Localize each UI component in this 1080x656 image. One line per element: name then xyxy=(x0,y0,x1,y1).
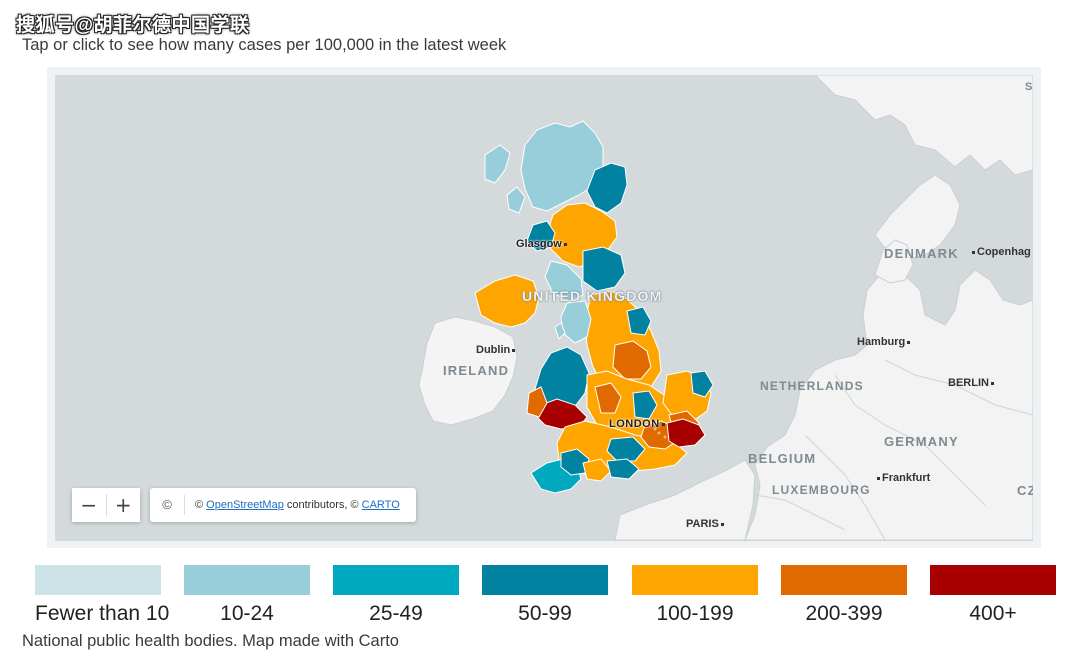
label-london: LONDON xyxy=(609,418,665,430)
attribution-middle: contributors, © xyxy=(286,499,359,511)
label-ireland: IRELAND xyxy=(443,363,510,378)
label-edge-s: S xyxy=(1025,81,1033,93)
label-hamburg: Hamburg xyxy=(857,336,911,348)
france-land xyxy=(614,459,756,541)
legend-swatch xyxy=(35,565,161,595)
label-dublin: Dublin xyxy=(476,344,516,356)
scotland-islands xyxy=(484,144,526,214)
map-subtitle: Tap or click to see how many cases per 1… xyxy=(22,36,507,54)
label-netherlands: NETHERLANDS xyxy=(760,379,864,393)
legend-item: 200-399 xyxy=(781,565,907,626)
teesside-region xyxy=(626,306,652,336)
legend-swatch xyxy=(781,565,907,595)
legend-label: Fewer than 10 xyxy=(35,602,170,625)
glasgow-region xyxy=(526,220,556,252)
northern-ireland-region xyxy=(474,274,540,328)
label-glasgow: Glasgow xyxy=(516,238,567,250)
legend-item: 400+ xyxy=(930,565,1056,626)
source-note: National public health bodies. Map made … xyxy=(22,632,399,650)
zoom-in-button[interactable]: + xyxy=(106,488,140,522)
legend-swatch xyxy=(333,565,459,595)
label-berlin: BERLIN xyxy=(948,377,994,389)
london-borough-lines xyxy=(653,427,667,439)
borders-region xyxy=(544,260,584,302)
country-borders xyxy=(754,359,1033,541)
carto-link[interactable]: CARTO xyxy=(361,499,400,511)
label-denmark: DENMARK xyxy=(884,246,959,261)
aberdeenshire-region xyxy=(586,162,628,214)
legend-item: 25-49 xyxy=(333,565,459,626)
label-frankfurt: Frankfurt xyxy=(877,472,930,484)
wales-west-region xyxy=(526,386,548,418)
label-belgium: BELGIUM xyxy=(748,451,817,466)
attribution-toggle-icon[interactable]: © xyxy=(150,495,185,515)
legend-label: 100-199 xyxy=(656,602,734,625)
attribution-text: © OpenStreetMap contributors, © CARTO xyxy=(185,499,400,511)
map-attribution: © © OpenStreetMap contributors, © CARTO xyxy=(150,488,416,522)
zoom-out-button[interactable]: − xyxy=(72,488,106,522)
south-central-region xyxy=(606,436,646,462)
zoom-controls: − + xyxy=(72,488,140,522)
west-midlands-region xyxy=(594,382,622,414)
ireland-land xyxy=(418,316,518,426)
legend-swatch xyxy=(632,565,758,595)
map-canvas[interactable]: UNITED KINGDOM IRELAND DENMARK NETHERLAN… xyxy=(55,75,1033,541)
openstreetmap-link[interactable]: OpenStreetMap xyxy=(206,499,284,511)
zoom-divider xyxy=(105,494,107,516)
dorset-region xyxy=(582,458,612,482)
legend: Fewer than 10 10-24 25-49 50-99 100-199 … xyxy=(35,565,1057,625)
legend-item: 10-24 xyxy=(184,565,310,626)
isle-of-man xyxy=(554,322,566,340)
label-paris: PARIS xyxy=(686,518,724,530)
yorkshire-region xyxy=(612,340,652,380)
legend-item: 50-99 xyxy=(482,565,608,626)
label-germany: GERMANY xyxy=(884,434,959,449)
watermark: 搜狐号@胡菲尔德中国学联 xyxy=(16,15,250,36)
label-cz: CZ xyxy=(1017,483,1033,498)
norfolk-region xyxy=(690,370,714,398)
legend-label: 25-49 xyxy=(369,602,423,625)
london-red-cluster xyxy=(674,423,698,442)
legend-swatch xyxy=(482,565,608,595)
label-copenhagen: Copenhag xyxy=(972,246,1031,258)
legend-label: 200-399 xyxy=(805,602,883,625)
hampshire-region xyxy=(606,458,640,480)
denmark-land xyxy=(874,239,914,284)
continent-land xyxy=(744,269,1033,541)
legend-label: 400+ xyxy=(969,602,1017,625)
scotland-south-region xyxy=(582,246,626,292)
legend-swatch xyxy=(930,565,1056,595)
label-united-kingdom: UNITED KINGDOM xyxy=(522,288,663,304)
cumbria-region xyxy=(560,300,592,344)
legend-item: Fewer than 10 xyxy=(35,565,170,626)
legend-label: 10-24 xyxy=(220,602,274,625)
label-luxembourg: LUXEMBOURG xyxy=(772,483,871,497)
east-midlands-region xyxy=(632,390,658,420)
attribution-prefix: © xyxy=(195,499,204,511)
northern-europe-land xyxy=(814,75,1033,176)
legend-swatch xyxy=(184,565,310,595)
map-svg xyxy=(418,75,1033,541)
legend-label: 50-99 xyxy=(518,602,572,625)
map-frame: UNITED KINGDOM IRELAND DENMARK NETHERLAN… xyxy=(47,67,1041,548)
legend-item: 100-199 xyxy=(632,565,758,626)
